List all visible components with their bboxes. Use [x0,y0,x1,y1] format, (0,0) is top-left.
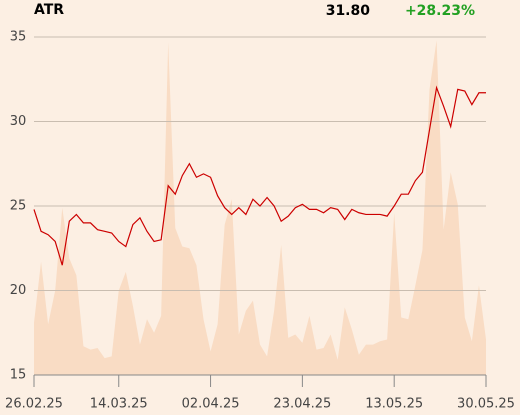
line [33,85,486,266]
y-tick-label: 15 [10,368,27,383]
y-tick-label: 25 [10,199,27,214]
last-value: 31.80 [326,3,371,19]
y-tick-label: 35 [10,30,27,45]
x-tick-label: 30.05.25 [457,397,515,412]
x-tick-label: 23.04.25 [273,397,331,412]
chart-title: ATR [34,2,64,18]
x-tick-label: 13.05.25 [365,397,423,412]
y-tick-label: 30 [10,114,27,129]
x-tick-label: 14.03.25 [90,397,148,412]
x-tick-label: 02.04.25 [182,397,240,412]
y-tick-label: 20 [10,283,27,298]
area [34,40,486,375]
x-tick-label: 26.02.25 [5,397,63,412]
change: +28.23% [405,3,475,19]
